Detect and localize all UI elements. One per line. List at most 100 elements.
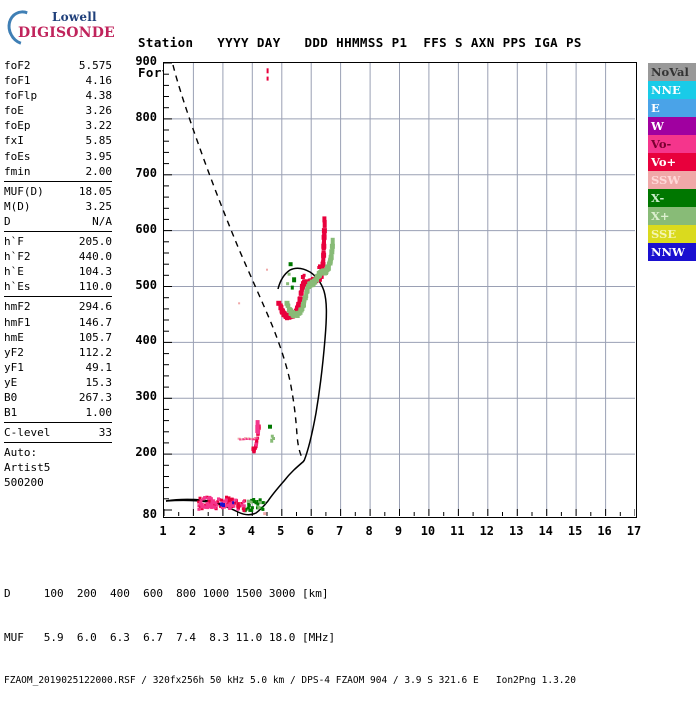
x-axis-tick-label: 4 [238,524,264,538]
echo-point [257,506,260,509]
echo-point [238,302,240,304]
param-frequency-row: foEp 3.22 [4,118,112,133]
echo-point [322,252,326,256]
echo-point [197,508,200,511]
param-value: 2.00 [86,164,113,179]
echo-point [242,500,245,503]
param-group-clevel: C-level 33 [4,425,112,440]
echo-points [197,68,335,515]
echo-point [220,499,223,502]
legend-item-nne[interactable]: NNE [648,81,696,99]
legend-item-sse[interactable]: SSE [648,225,696,243]
param-frequency-row: fxI 5.85 [4,133,112,148]
echo-point [302,302,306,306]
param-key: fmin [4,164,31,179]
param-profile-row: hmF2 294.6 [4,299,112,314]
echo-point [259,498,262,501]
param-value: 15.3 [86,375,113,390]
param-group-profile: hmF2 294.6 hmF1 146.7 hmE 105.7 yF2 112.2 yF1 49.… [4,299,112,420]
x-axis-tick-label: 1 [150,524,176,538]
param-vheight-row: h`Es 110.0 [4,279,112,294]
echo-point [304,294,308,298]
param-frequency-row: foE 3.26 [4,103,112,118]
x-axis-tick-label: 10 [415,524,441,538]
echo-point [247,500,250,503]
autoscale-line: Artist5 [4,460,112,475]
legend-item-nnw[interactable]: NNW [648,243,696,261]
param-profile-row: yF2 112.2 [4,345,112,360]
param-key: foEs [4,149,31,164]
legend-item-vo-[interactable]: Vo- [648,135,696,153]
param-key: h`Es [4,279,31,294]
legend-item-ssw[interactable]: SSW [648,171,696,189]
dashed-profile-curve [173,65,304,461]
station-header-labels: Station YYYY DAY DDD HHMMSS P1 FFS S AXN… [138,35,582,50]
param-profile-row: yE 15.3 [4,375,112,390]
legend-item-noval[interactable]: NoVal [648,63,696,81]
echo-point [248,504,251,507]
echo-point [289,262,293,266]
footer-distance-row: D 100 200 400 600 800 1000 1500 3000 [km… [4,587,576,602]
echo-point [303,274,306,277]
echo-point [242,507,245,510]
echo-point [291,286,294,290]
echo-point [288,273,291,276]
echo-point [299,296,303,300]
footer-file-row: FZAOM_2019025122000.RSF / 320fx256h 50 k… [4,674,576,689]
param-key: B0 [4,390,17,405]
echo-point [317,266,320,269]
param-profile-row: B0 267.3 [4,390,112,405]
ionogram-plot[interactable] [163,62,637,518]
echo-point [253,450,256,453]
echo-point [299,311,303,315]
x-axis-tick-label: 5 [268,524,294,538]
x-axis-tick-label: 16 [592,524,618,538]
param-value: 105.7 [79,330,112,345]
param-profile-row: yF1 49.1 [4,360,112,375]
echo-point [232,501,234,504]
param-key: B1 [4,405,17,420]
x-axis-tick-label: 3 [209,524,235,538]
echo-point [248,509,251,512]
legend-item-vo-[interactable]: Vo+ [648,153,696,171]
param-value: 3.25 [86,199,113,214]
param-key: foF1 [4,73,31,88]
param-key: yF2 [4,345,24,360]
param-key: D [4,214,11,229]
param-value: 104.3 [79,264,112,279]
param-key: h`F [4,234,24,249]
param-key: foFlp [4,88,37,103]
echo-point [279,305,283,309]
echo-point [267,77,269,81]
lowell-digisonde-logo: Lowell DIGISONDE [6,4,124,46]
echo-point [250,501,253,504]
param-value: 294.6 [79,299,112,314]
param-key: hmF1 [4,315,31,330]
logo-lowell-text: Lowell [52,10,97,24]
footer-muf-row: MUF 5.9 6.0 6.3 6.7 7.4 8.3 11.0 18.0 [M… [4,631,576,646]
echo-point [255,425,259,433]
footer-info: D 100 200 400 600 800 1000 1500 3000 [km… [4,558,576,703]
param-value: 267.3 [79,390,112,405]
legend-item-w[interactable]: W [648,117,696,135]
echo-point [210,500,213,503]
param-key: hmF2 [4,299,31,314]
autoscale-info: Auto: Artist5 500200 [4,445,112,490]
echo-point [299,292,303,296]
echo-point [318,273,322,277]
param-value: 3.22 [86,118,113,133]
param-value: 205.0 [79,234,112,249]
legend-item-x-[interactable]: X- [648,189,696,207]
echo-point [228,498,231,501]
echo-point [210,503,213,506]
x-axis-tick-label: 13 [503,524,529,538]
color-legend: NoVal NNE E W Vo- Vo+ SSW X- X+ SSE NNW [648,63,696,261]
echo-point [286,282,289,285]
param-value: 1.00 [86,405,113,420]
echo-point [292,314,296,318]
legend-item-e[interactable]: E [648,99,696,117]
echo-point [225,496,228,499]
sidebar-divider-1 [4,181,112,182]
param-frequency-row: foF1 4.16 [4,73,112,88]
legend-item-x-[interactable]: X+ [648,207,696,225]
